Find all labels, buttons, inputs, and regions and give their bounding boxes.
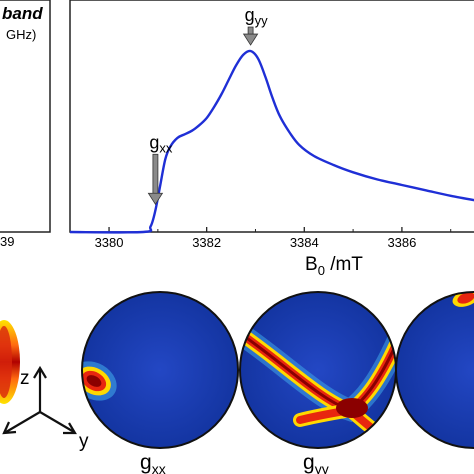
annotation-arrow-head: [147, 192, 164, 206]
annotation-arrow-shaft: [152, 153, 159, 195]
spectrum-line: [69, 49, 474, 234]
left-panel: band GHz) 39: [0, 0, 51, 249]
sphere-label-gxx-base: g: [140, 451, 152, 474]
x-tick-label: 3384: [290, 235, 319, 250]
x-axis-label-base: B: [305, 254, 318, 275]
axis-y-label: y: [79, 431, 89, 452]
x-tick-label: 3380: [95, 235, 124, 250]
spectrum-panel: 3380 3382 3384 3386 gxx gyy B0 /mT: [69, 0, 474, 278]
sphere-label-gyy-sub: yy: [315, 461, 329, 474]
left-panel-tick: 39: [0, 234, 14, 249]
x-axis-label: B0 /mT: [305, 254, 363, 278]
annotation-label: gxx: [149, 132, 173, 155]
x-axis-label-sub: 0: [318, 263, 325, 278]
sphere-label-gyy: gyy: [303, 451, 329, 474]
left-panel-frame: [0, 0, 51, 233]
sphere-label-gyy-base: g: [303, 451, 315, 474]
annotation-arrow-head: [242, 33, 259, 46]
sphere-gyy: [239, 291, 397, 449]
left-ellipsoid: [0, 320, 20, 404]
x-tick-label: 3382: [192, 235, 221, 250]
x-axis-label-unit: /mT: [325, 254, 363, 275]
annotations: gxx gyy: [147, 5, 269, 206]
axes-triad: [2, 365, 77, 435]
plot-frame: [69, 0, 474, 233]
sphere-label-gxx: gxx: [140, 451, 166, 474]
axis-z-label: z: [20, 368, 30, 389]
sphere-gxx: [81, 291, 239, 449]
sphere-label-gxx-sub: xx: [152, 461, 166, 474]
x-ticks: 3380 3382 3384 3386: [95, 227, 452, 250]
annotation-label: gyy: [245, 5, 269, 28]
left-panel-freq: GHz): [6, 27, 36, 42]
x-tick-label: 3386: [387, 235, 416, 250]
sphere-partial-right: [395, 291, 474, 449]
left-panel-title: band: [2, 4, 43, 23]
